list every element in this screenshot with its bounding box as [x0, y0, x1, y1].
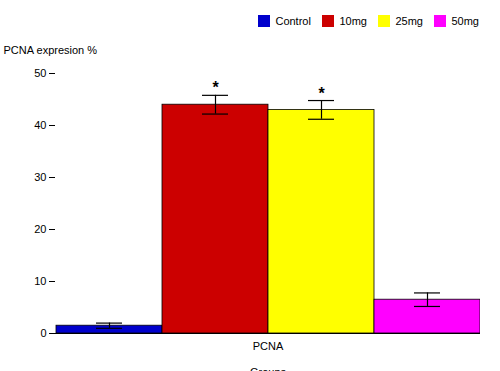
html-text:50mg: 50mg	[451, 14, 479, 27]
html-text:10mg: 10mg	[339, 14, 367, 27]
svg-text:20: 20	[34, 223, 46, 235]
svg-text:0: 0	[40, 327, 46, 339]
svg-text:*: *	[318, 84, 325, 101]
svg-text:30: 30	[34, 171, 46, 183]
html-text:Control: Control	[275, 14, 311, 27]
svg-text:*: *	[212, 79, 219, 96]
svg-text:PCNA expresion %: PCNA expresion %	[4, 44, 98, 56]
svg-text:Groups: Groups	[250, 365, 287, 371]
svg-text:10: 10	[34, 275, 46, 287]
svg-text:40: 40	[34, 119, 46, 131]
html-text:25mg: 25mg	[395, 14, 423, 27]
svg-text:50: 50	[34, 67, 46, 79]
svg-text:PCNA: PCNA	[253, 340, 284, 352]
